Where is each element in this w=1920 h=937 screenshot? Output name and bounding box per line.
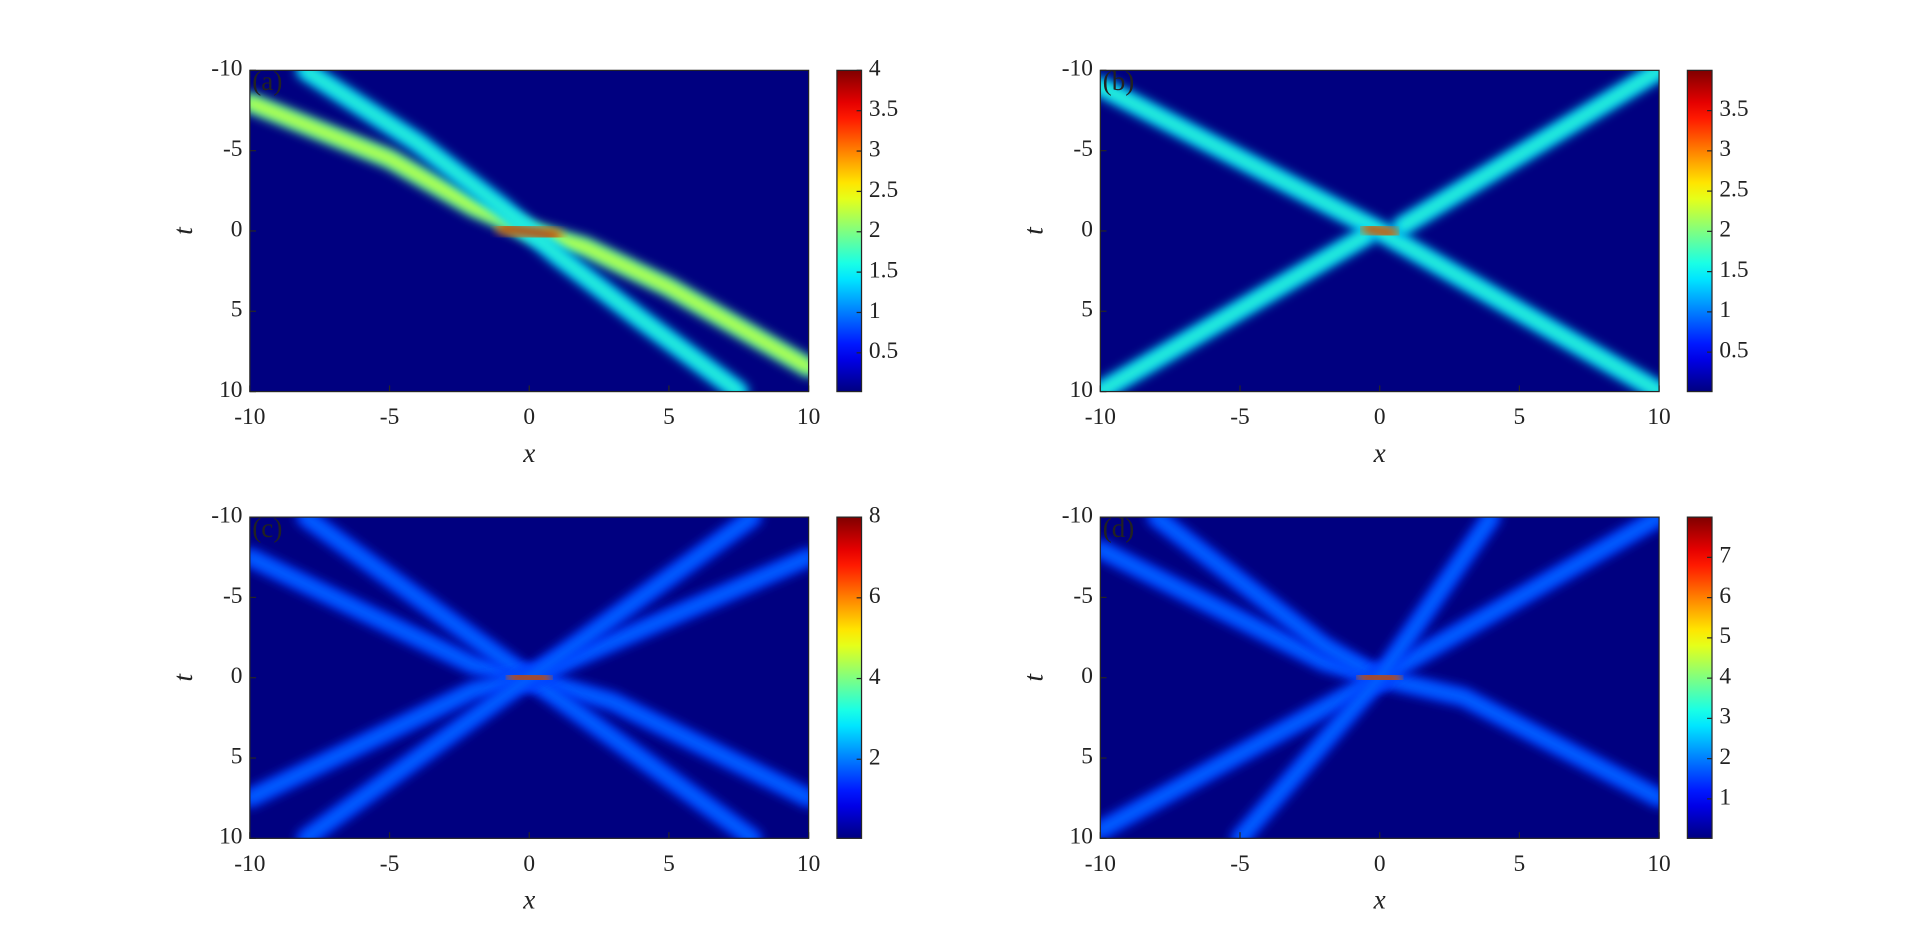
colorbar-tick-label: 6 xyxy=(1719,583,1731,609)
x-tick-label: -5 xyxy=(380,851,399,877)
colorbar-tick-label: 4 xyxy=(1719,663,1731,689)
x-tick-label: -5 xyxy=(1230,851,1249,877)
ridge-core xyxy=(1100,232,1369,392)
x-tick-label: -10 xyxy=(234,851,265,877)
y-axis-label: t xyxy=(168,672,198,681)
y-tick-label: 5 xyxy=(231,297,243,323)
x-axis-label: x xyxy=(522,438,535,468)
y-tick-label: -10 xyxy=(211,502,242,528)
colorbar-tick-label: 3.5 xyxy=(869,96,898,122)
colorbar-tick-label: 3 xyxy=(1719,136,1731,162)
x-axis-label: x xyxy=(1373,438,1386,468)
x-tick-label: 5 xyxy=(1514,404,1526,430)
x-tick-label: -5 xyxy=(380,404,399,430)
colorbar xyxy=(836,516,863,839)
y-tick-label: 5 xyxy=(1081,743,1093,769)
y-axis-label: t xyxy=(168,226,198,235)
x-tick-label: 0 xyxy=(1374,404,1386,430)
x-tick-label: 5 xyxy=(663,851,675,877)
colorbar-tick-label: 1.5 xyxy=(1719,257,1748,283)
x-tick-label: -5 xyxy=(1230,404,1249,430)
x-tick-label: 0 xyxy=(523,851,535,877)
x-tick-label: 10 xyxy=(797,851,820,877)
y-tick-label: -10 xyxy=(1062,56,1093,82)
colorbar-tick-label: 2.5 xyxy=(869,177,898,203)
y-tick-label: -5 xyxy=(223,583,242,609)
x-tick-label: 10 xyxy=(797,404,820,430)
colorbar-tick-label: 3.5 xyxy=(1719,96,1748,122)
field xyxy=(249,70,809,392)
x-tick-label: 0 xyxy=(523,404,535,430)
panel-label: (c) xyxy=(252,513,282,543)
x-tick-label: 10 xyxy=(1647,404,1670,430)
ridge-core xyxy=(1398,70,1660,230)
colorbar-tick-label: 1 xyxy=(1719,297,1731,323)
colorbar-tick-label: 3 xyxy=(1719,704,1731,730)
y-tick-label: -5 xyxy=(1073,136,1092,162)
x-tick-label: -10 xyxy=(1085,851,1116,877)
colorbar-tick-label: 2 xyxy=(869,745,881,771)
y-axis-label: t xyxy=(1019,226,1049,235)
ridge-core xyxy=(1153,517,1383,681)
colorbar-tick-label: 1 xyxy=(869,298,881,324)
colorbar-tick-label: 0.5 xyxy=(1719,337,1748,363)
y-tick-label: 10 xyxy=(1070,824,1093,850)
x-tick-label: 5 xyxy=(1514,851,1526,877)
colorbar-tick-label: 6 xyxy=(869,583,881,609)
ridge-core xyxy=(498,225,560,239)
x-tick-label: -10 xyxy=(234,404,265,430)
colorbar-tick-label: 2 xyxy=(1719,217,1731,243)
panel-label: (d) xyxy=(1103,513,1135,543)
colorbar-tick-label: 1 xyxy=(1719,784,1731,810)
y-tick-label: 5 xyxy=(231,743,243,769)
y-tick-label: 10 xyxy=(219,377,242,403)
x-axis-label: x xyxy=(522,885,535,915)
y-tick-label: -10 xyxy=(211,56,242,82)
panel-label: (b) xyxy=(1103,66,1135,96)
x-tick-label: 10 xyxy=(1647,851,1670,877)
colorbar xyxy=(836,69,863,393)
x-tick-label: 0 xyxy=(1374,851,1386,877)
field xyxy=(1100,517,1660,839)
field xyxy=(249,517,809,839)
y-tick-label: 0 xyxy=(1081,663,1093,689)
panel-label: (a) xyxy=(252,66,282,96)
colorbar-tick-label: 8 xyxy=(869,502,881,528)
y-tick-label: 0 xyxy=(231,663,243,689)
x-tick-label: 5 xyxy=(663,404,675,430)
y-tick-label: -5 xyxy=(1073,583,1092,609)
colorbar-tick-label: 7 xyxy=(1719,543,1731,569)
y-tick-label: 5 xyxy=(1081,297,1093,323)
colorbar-tick-label: 3 xyxy=(869,136,881,162)
colorbar-tick-label: 5 xyxy=(1719,623,1731,649)
y-tick-label: -10 xyxy=(1062,502,1093,528)
x-axis-label: x xyxy=(1373,885,1386,915)
colorbar-tick-label: 2.5 xyxy=(1719,176,1748,202)
colorbar-tick-label: 4 xyxy=(869,664,881,690)
field xyxy=(1100,70,1660,392)
y-axis-label: t xyxy=(1019,672,1049,681)
ridge-core xyxy=(1363,225,1397,237)
colorbar-tick-label: 1.5 xyxy=(869,257,898,283)
x-tick-label: -10 xyxy=(1085,404,1116,430)
colorbar-tick-label: 0.5 xyxy=(869,338,898,364)
y-tick-label: -5 xyxy=(223,136,242,162)
colorbar-tick-label: 2 xyxy=(869,217,881,243)
ridge-core xyxy=(1360,673,1399,682)
y-tick-label: 10 xyxy=(1070,377,1093,403)
y-tick-label: 10 xyxy=(219,824,242,850)
y-tick-label: 0 xyxy=(231,216,243,242)
colorbar-tick-label: 2 xyxy=(1719,744,1731,770)
ridge-core xyxy=(510,673,549,682)
colorbar-tick-label: 4 xyxy=(869,56,881,82)
y-tick-label: 0 xyxy=(1081,216,1093,242)
